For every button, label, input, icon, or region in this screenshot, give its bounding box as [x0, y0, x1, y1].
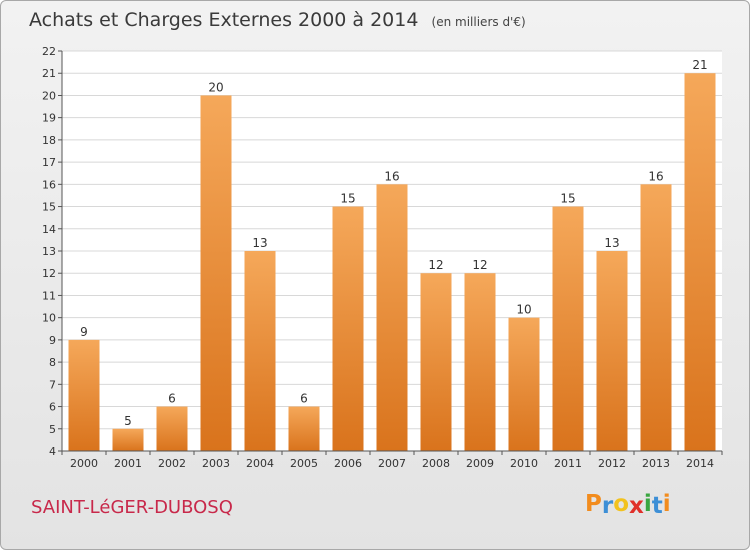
bar [244, 251, 276, 451]
bar [288, 406, 320, 451]
x-tick-label: 2010 [510, 457, 538, 470]
bar [464, 273, 496, 451]
y-tick-label: 12 [42, 267, 56, 280]
bar [508, 317, 540, 451]
logo-letter: i [662, 491, 671, 517]
data-label: 13 [252, 236, 267, 250]
bar [552, 206, 584, 451]
data-label: 16 [648, 169, 663, 183]
bar [684, 73, 716, 451]
bar [376, 184, 408, 452]
data-labels: 9 5 6 20 13 6 15 16 12 12 10 15 13 16 21 [80, 58, 707, 428]
x-tick-label: 2012 [598, 457, 626, 470]
bar [112, 428, 144, 451]
x-tick-label: 2006 [334, 457, 362, 470]
y-tick-label: 11 [42, 289, 56, 302]
chart-unit: (en milliers d'€) [431, 15, 526, 29]
y-tick-label: 7 [49, 378, 56, 391]
y-tick-label: 16 [42, 178, 56, 191]
y-tick-label: 9 [49, 334, 56, 347]
data-label: 6 [168, 392, 176, 406]
x-tick-label: 2013 [642, 457, 670, 470]
x-tick-label: 2007 [378, 457, 406, 470]
y-tick-label: 14 [42, 223, 56, 236]
x-tick-label: 2002 [158, 457, 186, 470]
y-tick-label: 13 [42, 245, 56, 258]
data-label: 16 [384, 169, 399, 183]
x-tick-label: 2014 [686, 457, 714, 470]
y-tick-label: 19 [42, 112, 56, 125]
bar [640, 184, 672, 452]
y-tick-label: 17 [42, 156, 56, 169]
bar [420, 273, 452, 451]
logo-letter: o [613, 491, 630, 517]
x-tick-label: 2009 [466, 457, 494, 470]
data-label: 21 [692, 58, 707, 72]
bar [156, 406, 188, 451]
data-label: 10 [516, 303, 531, 317]
y-tick-label: 4 [49, 445, 56, 458]
logo-letter: P [585, 491, 602, 517]
bar [596, 251, 628, 451]
x-tick-label: 2005 [290, 457, 318, 470]
y-tick-label: 18 [42, 134, 56, 147]
x-tick-label: 2000 [70, 457, 98, 470]
x-tick-label: 2008 [422, 457, 450, 470]
y-tick-label: 20 [42, 89, 56, 102]
proxiti-logo[interactable]: Proxiti [585, 491, 671, 519]
y-tick-label: 8 [49, 356, 56, 369]
x-tick-label: 2003 [202, 457, 230, 470]
x-tick-label: 2004 [246, 457, 274, 470]
bar [332, 206, 364, 451]
y-axis: 4 5 6 7 8 9 10 11 12 13 14 15 16 17 18 19 20 21 22 [42, 45, 62, 458]
bar [200, 95, 232, 451]
y-tick-label: 15 [42, 201, 56, 214]
data-label: 9 [80, 325, 88, 339]
logo-letter: x [629, 493, 644, 519]
logo-letter: i [643, 491, 652, 517]
data-label: 20 [208, 80, 223, 94]
x-tick-label: 2001 [114, 457, 142, 470]
y-tick-label: 10 [42, 312, 56, 325]
commune-name: SAINT-LéGER-DUBOSQ [31, 497, 233, 518]
x-tick-label: 2011 [554, 457, 582, 470]
bar [68, 339, 100, 451]
y-tick-label: 5 [49, 423, 56, 436]
data-label: 6 [300, 392, 308, 406]
y-tick-label: 6 [49, 401, 56, 414]
data-label: 15 [560, 192, 575, 206]
data-label: 13 [604, 236, 619, 250]
x-axis: 2000 2001 2002 2003 2004 2005 2006 2007 2008 2009… [61, 451, 723, 470]
bars [68, 73, 716, 452]
y-tick-label: 21 [42, 67, 56, 80]
logo-letter: t [651, 493, 663, 519]
data-label: 12 [428, 258, 443, 272]
y-tick-label: 22 [42, 45, 56, 58]
title-group: Achats et Charges Externes 2000 à 2014 (… [29, 9, 526, 31]
data-label: 5 [124, 414, 132, 428]
chart-title: Achats et Charges Externes 2000 à 2014 [29, 9, 419, 31]
data-label: 12 [472, 258, 487, 272]
data-label: 15 [340, 192, 355, 206]
logo-letter: r [601, 493, 614, 519]
